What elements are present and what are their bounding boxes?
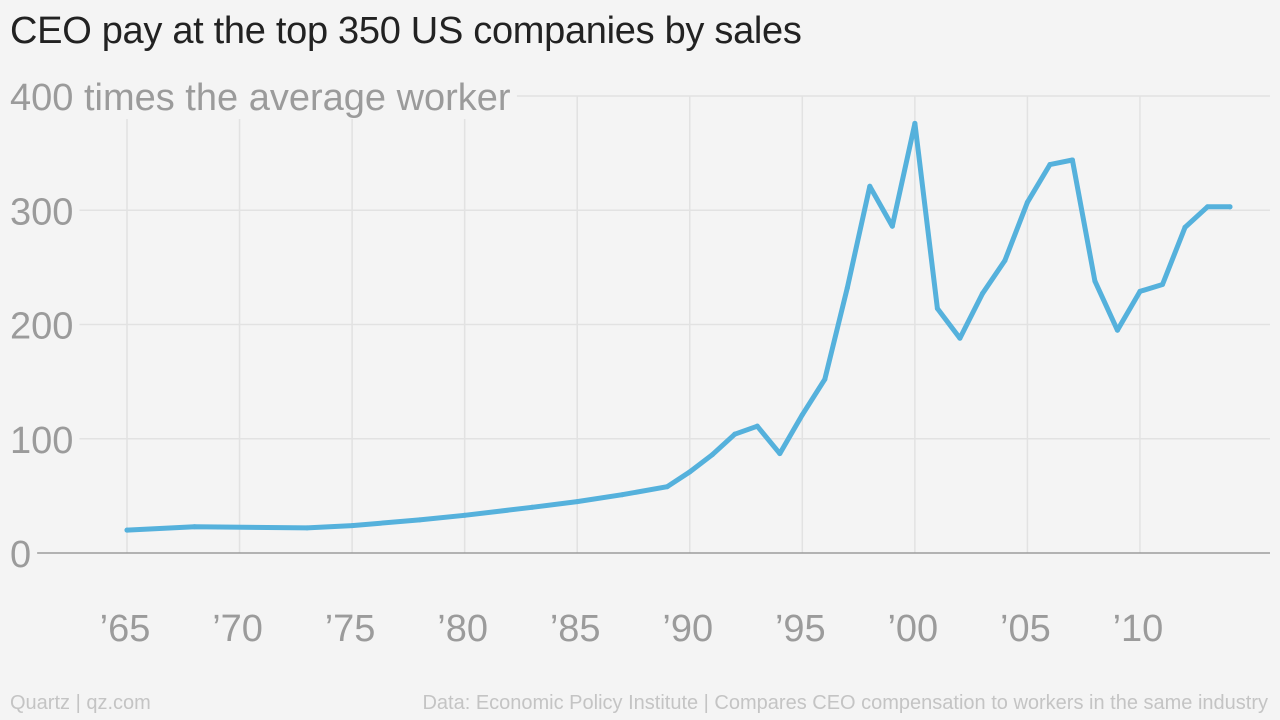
x-axis-ticks: ’65 ’70 ’75 ’80 ’85 ’90 ’95 ’00 ’05 ’10 [100,608,1164,650]
data-point [957,335,963,341]
data-point [889,223,895,229]
x-tick-label: ’10 [1113,608,1164,650]
x-tick-label: ’70 [212,608,263,650]
data-point [529,504,535,510]
data-point [1114,327,1120,333]
gridlines [18,95,1270,554]
x-tick-label: ’85 [550,608,601,650]
data-point [1002,258,1008,264]
data-point [1137,288,1143,294]
data-point [1204,204,1210,210]
series-line [124,120,1233,533]
y-tick-label: 200 [10,306,73,348]
x-tick-label: ’65 [100,608,151,650]
data-point [867,183,873,189]
data-point [822,376,828,382]
data-point [304,525,310,531]
data-point [709,452,715,458]
series-layer [124,120,1233,533]
footer-source: Quartz | qz.com [10,692,151,714]
y-tick-label: 0 [10,534,31,576]
chart-title: CEO pay at the top 350 US companies by s… [10,10,802,52]
data-point [1159,282,1165,288]
data-point [777,451,783,457]
data-point [912,120,918,126]
x-tick-label: ’95 [775,608,826,650]
y-tick-label-bg [6,305,80,348]
data-point [1047,162,1053,168]
data-point [619,492,625,498]
x-tick-label: ’90 [662,608,713,650]
data-point [1182,224,1188,230]
x-tick-label: ’75 [325,608,376,650]
x-tick-label: ’05 [1000,608,1051,650]
y-tick-label: 300 [10,191,73,233]
data-point [349,523,355,529]
data-point [687,469,693,475]
data-point [1092,278,1098,284]
footer-note: Data: Economic Policy Institute | Compar… [422,692,1268,714]
data-point [979,291,985,297]
y-tick-label-bg [6,191,80,234]
data-point [417,517,423,523]
data-point [1227,204,1233,210]
data-point [934,306,940,312]
data-point [799,412,805,418]
data-point [1024,199,1030,205]
y-tick-label-bg [6,77,517,119]
y-axis-ticks: 0 100 200 300 400 times the average worker [6,77,517,576]
y-tick-label: 100 [10,420,73,462]
data-point [1069,157,1075,163]
x-tick-label: ’80 [437,608,488,650]
data-point [844,285,850,291]
data-point [754,423,760,429]
data-point [732,431,738,437]
y-tick-label-bg [6,419,80,462]
y-tick-label: 400 times the average worker [10,77,511,119]
data-point [124,527,130,533]
data-point [664,484,670,490]
y-tick-label-bg [6,534,38,576]
data-point [574,499,580,505]
data-point [462,512,468,518]
x-tick-label: ’00 [887,608,938,650]
data-point [192,524,198,530]
